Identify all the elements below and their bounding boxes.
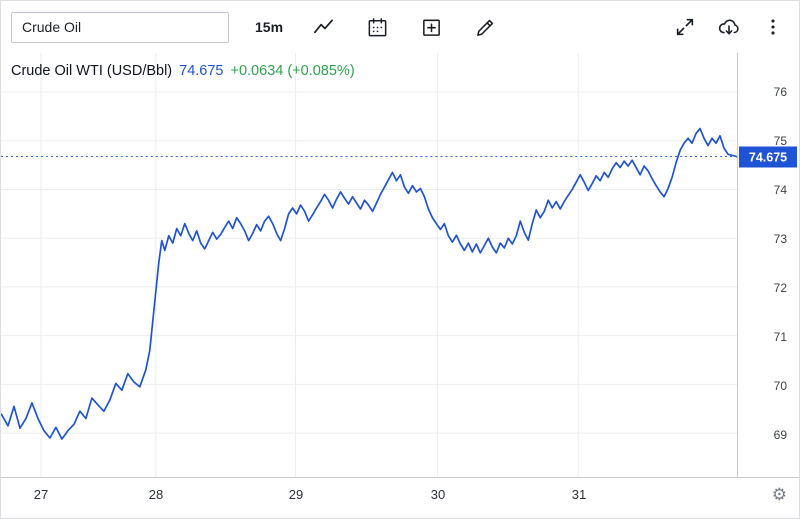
download-button[interactable] — [715, 13, 743, 41]
time-tick-label: 30 — [430, 487, 446, 502]
price-chart-plot[interactable]: Crude Oil WTI (USD/Bbl) 74.675 +0.0634 (… — [1, 53, 737, 477]
price-tick-label: 76 — [773, 85, 787, 100]
compare-add-button[interactable] — [417, 13, 445, 41]
price-tick-label: 74 — [773, 183, 787, 198]
legend-change: +0.0634 (+0.085%) — [230, 63, 355, 79]
cloud-download-icon — [717, 15, 741, 39]
interval-button[interactable]: 15m — [255, 19, 284, 35]
price-tick-label: 71 — [773, 330, 787, 344]
price-tick-label: 75 — [773, 134, 787, 149]
settings-button[interactable]: ⚙ — [772, 486, 787, 503]
legend-symbol: Crude Oil WTI (USD/Bbl) — [11, 63, 173, 79]
time-tick-label: 28 — [148, 487, 164, 502]
chart-legend: Crude Oil WTI (USD/Bbl) 74.675 +0.0634 (… — [11, 63, 355, 79]
calendar-icon — [366, 16, 389, 39]
price-series-line — [1, 127, 737, 440]
time-tick-label: 31 — [571, 487, 587, 502]
time-tick-label: 27 — [33, 487, 49, 502]
more-menu-button[interactable] — [759, 13, 787, 41]
chart-area: Crude Oil WTI (USD/Bbl) 74.675 +0.0634 (… — [1, 53, 799, 477]
time-axis[interactable]: 27 28 29 30 31 ⚙ — [1, 477, 799, 518]
add-compare-icon — [420, 16, 443, 39]
line-chart-icon — [312, 16, 335, 39]
legend-last-price: 74.675 — [179, 63, 224, 79]
draw-pencil-icon — [474, 16, 497, 39]
price-tick-label: 70 — [773, 378, 787, 393]
price-axis[interactable]: 74.675 69 70 71 72 73 74 75 76 — [737, 53, 799, 477]
price-tick-label: 73 — [773, 232, 787, 247]
last-price-badge: 74.675 — [739, 146, 797, 168]
chart-type-button[interactable] — [309, 13, 337, 41]
fullscreen-button[interactable] — [671, 13, 699, 41]
time-axis-labels: 27 28 29 30 31 — [1, 478, 736, 518]
price-tick-label: 72 — [773, 281, 787, 296]
toolbar: 15m — [1, 1, 799, 53]
calendar-button[interactable] — [363, 13, 391, 41]
price-tick-label: 69 — [773, 427, 787, 442]
kebab-menu-icon — [762, 16, 784, 38]
symbol-search-input[interactable] — [11, 11, 229, 43]
price-chart-svg — [1, 53, 737, 477]
gear-icon: ⚙ — [771, 485, 787, 504]
time-tick-label: 29 — [288, 487, 304, 502]
fullscreen-icon — [674, 16, 696, 38]
draw-button[interactable] — [471, 13, 499, 41]
